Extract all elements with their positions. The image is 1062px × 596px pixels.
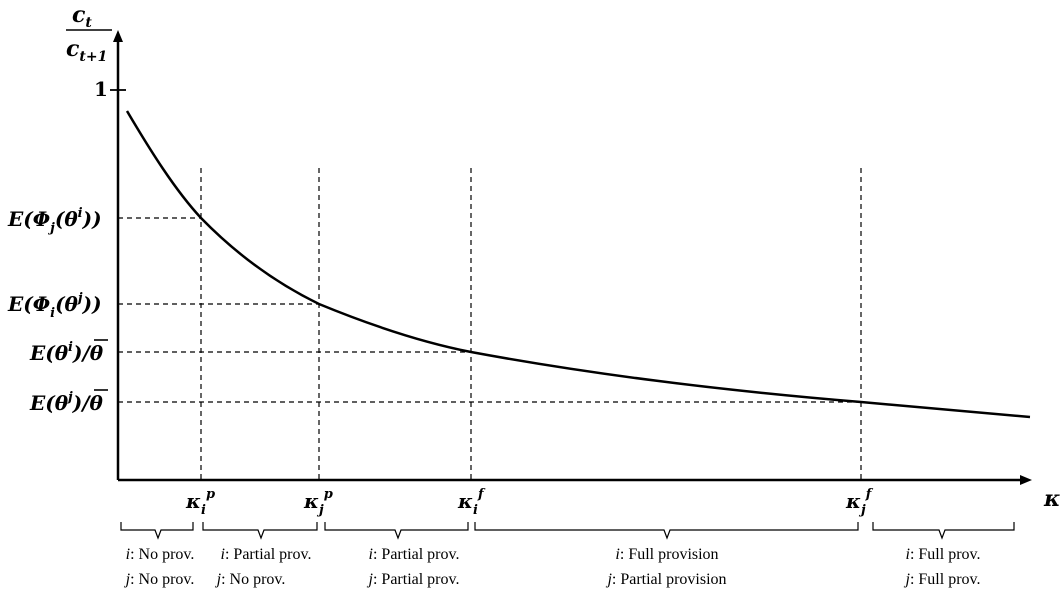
svg-text:ct+1: ct+1 <box>66 36 107 65</box>
region-5-label: i: Full prov. j: Full prov. <box>904 546 981 588</box>
svg-text:j: Full prov.: j: Full prov. <box>904 571 981 588</box>
svg-text:κif: κif <box>457 487 486 518</box>
svg-text:j: Partial prov.: j: Partial prov. <box>367 571 460 588</box>
y-tick-one-label: 1 <box>94 77 108 101</box>
svg-text:ct: ct <box>72 2 92 31</box>
ratio-curve <box>125 110 1031 419</box>
x-marker-kappa-j-f: κjf <box>845 487 874 518</box>
x-marker-kappa-i-f: κif <box>457 487 486 518</box>
y-marker-phi-i-theta-j: E(Φi(θj)) <box>7 291 102 321</box>
svg-text:i: Full provision: i: Full provision <box>615 546 718 563</box>
region-4-label: i: Full provision j: Partial provision <box>605 546 726 588</box>
x-axis-label: κ <box>1043 486 1061 512</box>
guide-lines <box>118 168 862 480</box>
region-3-label: i: Partial prov. j: Partial prov. <box>367 546 460 588</box>
svg-text:j: No prov.: j: No prov. <box>215 571 286 588</box>
x-marker-kappa-j-p: κjp <box>303 487 333 518</box>
y-axis-arrowhead <box>113 30 123 42</box>
region-1-label: i: No prov. j: No prov. <box>124 546 195 588</box>
region-braces <box>120 522 1015 540</box>
svg-text:E(Φj(θi)): E(Φj(θi)) <box>7 206 102 236</box>
svg-text:E(θi)/θ: E(θi)/θ <box>29 340 104 365</box>
svg-text:E(Φi(θj)): E(Φi(θj)) <box>7 291 102 321</box>
region-2-label: i: Partial prov. j: No prov. <box>215 546 312 588</box>
y-marker-theta-j-bar: E(θj)/θ <box>29 389 108 415</box>
y-marker-phi-j-theta-i: E(Φj(θi)) <box>7 206 102 236</box>
svg-text:κjp: κjp <box>303 487 333 518</box>
svg-text:j: No prov.: j: No prov. <box>124 571 195 588</box>
svg-text:j: Partial provision: j: Partial provision <box>605 571 726 588</box>
y-axis-label: ct ct+1 <box>66 2 112 65</box>
svg-text:κip: κip <box>185 487 215 518</box>
svg-text:i: Full prov.: i: Full prov. <box>906 546 981 563</box>
svg-text:i: Partial prov.: i: Partial prov. <box>369 546 460 563</box>
x-axis-arrowhead <box>1020 475 1032 485</box>
svg-text:i: No prov.: i: No prov. <box>126 546 195 563</box>
svg-text:κjf: κjf <box>845 487 874 518</box>
svg-text:i: Partial prov.: i: Partial prov. <box>221 546 312 563</box>
y-marker-theta-i-bar: E(θi)/θ <box>29 339 108 365</box>
x-marker-kappa-i-p: κip <box>185 487 215 518</box>
svg-text:E(θj)/θ: E(θj)/θ <box>29 390 104 415</box>
